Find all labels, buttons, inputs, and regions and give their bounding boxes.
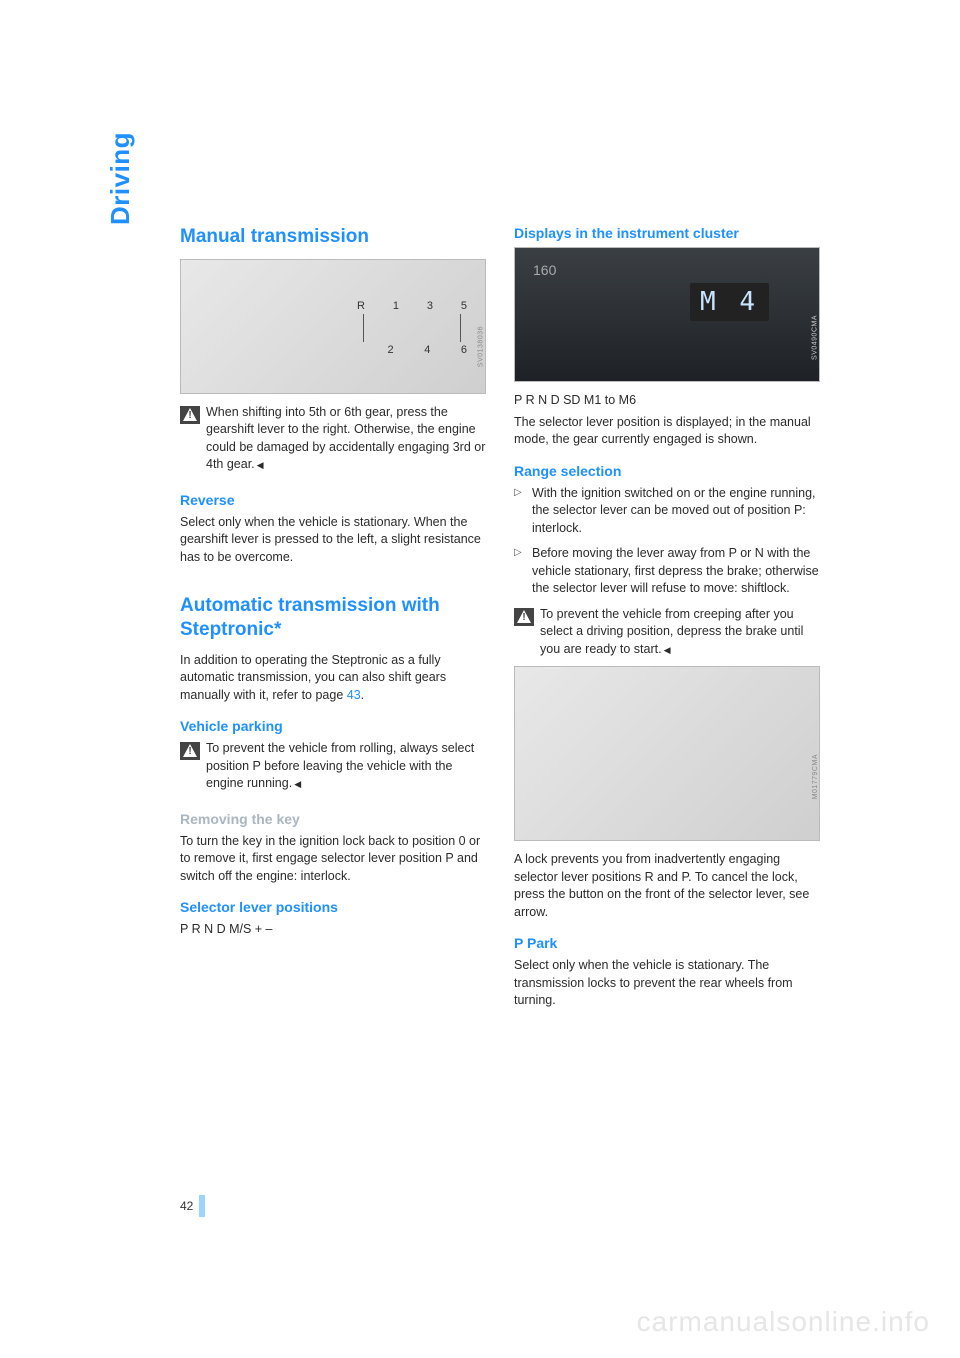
text-fragment: In addition to operating the Steptronic … (180, 653, 446, 702)
page-number-value: 42 (180, 1199, 193, 1213)
heading-range-selection: Range selection (514, 463, 820, 479)
warning-block: To prevent the vehicle from rolling, alw… (180, 740, 486, 797)
list-item: With the ignition switched on or the eng… (514, 485, 820, 538)
figure-selector-lever: M01779CMA (514, 666, 820, 841)
heading-displays: Displays in the instrument cluster (514, 225, 820, 241)
figure-gearshift: R 1 3 5 2 4 6 SV0138036 (180, 259, 486, 394)
body-text: Select only when the vehicle is stationa… (180, 514, 486, 567)
warning-icon (514, 608, 534, 626)
watermark: carmanualsonline.info (637, 1306, 930, 1338)
heading-manual-transmission: Manual transmission (180, 225, 486, 249)
gear-label: 4 (424, 344, 430, 356)
heading-reverse: Reverse (180, 492, 486, 508)
body-text: P R N D SD M1 to M6 (514, 392, 820, 410)
speedo-value: 160 (533, 262, 556, 278)
page-link[interactable]: 43 (347, 688, 361, 702)
body-text: To turn the key in the ignition lock bac… (180, 833, 486, 886)
page-content: Manual transmission R 1 3 5 2 4 6 (0, 0, 960, 1014)
left-column: Manual transmission R 1 3 5 2 4 6 (180, 225, 486, 1014)
gear-indicator: M 4 (690, 283, 769, 321)
body-text: Select only when the vehicle is stationa… (514, 957, 820, 1010)
gear-pattern: R 1 3 5 2 4 6 (357, 300, 467, 370)
page-number-bar (199, 1195, 205, 1217)
list-item: Before moving the lever away from P or N… (514, 545, 820, 598)
gear-label: 2 (388, 344, 394, 356)
heading-p-park: P Park (514, 935, 820, 951)
warning-block: When shifting into 5th or 6th gear, pres… (180, 404, 486, 478)
heading-removing-key: Removing the key (180, 811, 486, 827)
right-column: Displays in the instrument cluster 160 M… (514, 225, 820, 1014)
gear-label: 5 (461, 300, 467, 312)
gear-label: 1 (393, 300, 399, 312)
figure-code: M01779CMA (812, 754, 819, 799)
body-text: In addition to operating the Steptronic … (180, 652, 486, 705)
heading-selector-positions: Selector lever positions (180, 899, 486, 915)
page-number: 42 (180, 1195, 205, 1213)
body-text: A lock prevents you from inadvertently e… (514, 851, 820, 921)
heading-vehicle-parking: Vehicle parking (180, 718, 486, 734)
warning-icon (180, 742, 200, 760)
gear-label: 6 (461, 344, 467, 356)
body-text: The selector lever position is displayed… (514, 414, 820, 449)
text-fragment: . (361, 688, 364, 702)
bullet-list: With the ignition switched on or the eng… (514, 485, 820, 598)
gear-label: 3 (427, 300, 433, 312)
warning-text: When shifting into 5th or 6th gear, pres… (206, 404, 486, 474)
warning-block: To prevent the vehicle from creeping aft… (514, 606, 820, 663)
figure-code: SV0490CMA (812, 315, 819, 360)
body-text: P R N D M/S + – (180, 921, 486, 939)
figure-code: SV0138036 (478, 326, 485, 367)
warning-icon (180, 406, 200, 424)
figure-instrument-cluster: 160 M 4 SV0490CMA (514, 247, 820, 382)
section-tab: Driving (105, 132, 136, 225)
warning-text: To prevent the vehicle from rolling, alw… (206, 740, 486, 793)
gear-label: R (357, 300, 365, 312)
heading-automatic-transmission: Automatic transmission with Steptronic* (180, 594, 486, 642)
warning-text: To prevent the vehicle from creeping aft… (540, 606, 820, 659)
